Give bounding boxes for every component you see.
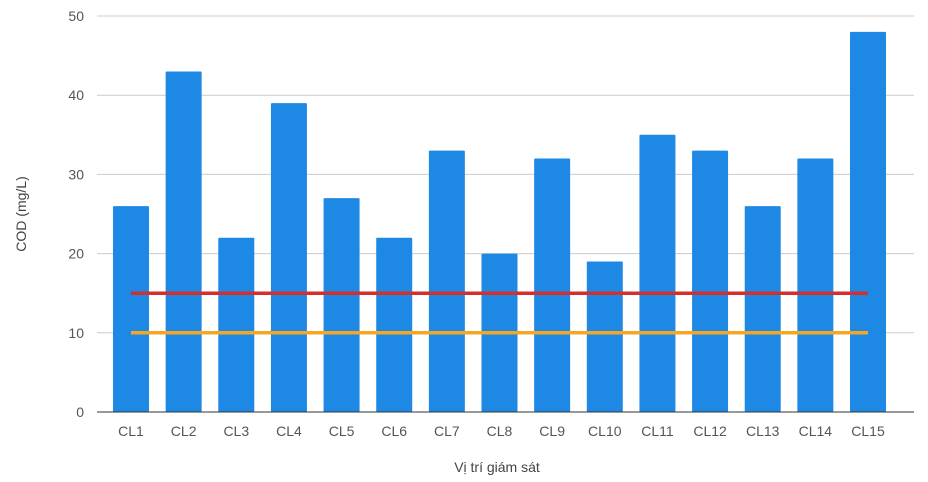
x-tick-label: CL8 [487,423,513,439]
bar-cl4 [270,103,307,413]
bar-cl10 [586,261,623,412]
x-tick-label: CL10 [588,423,622,439]
y-tick-label: 40 [68,87,84,103]
x-tick-label: CL12 [693,423,727,439]
bar-cl1 [113,206,149,412]
bar-cl13 [744,206,781,412]
y-tick-labels: 0 10 20 30 40 50 [68,8,84,420]
y-tick-label: 0 [76,404,84,420]
y-tick-label: 10 [68,325,84,341]
bar-cl9 [534,158,571,412]
x-tick-label: CL5 [329,423,355,439]
x-tick-label: CL3 [223,423,249,439]
x-tick-label: CL1 [118,423,144,439]
x-tick-label: CL2 [171,423,197,439]
y-axis-title: COD (mg/L) [13,176,29,251]
bar-cl14 [797,158,834,412]
y-tick-label: 50 [68,8,84,24]
bar-cl2 [165,71,202,412]
x-tick-label: CL9 [539,423,565,439]
bar-cl7 [428,150,465,412]
x-tick-label: CL6 [381,423,407,439]
x-tick-label: CL7 [434,423,460,439]
x-tick-labels: CL1 CL2 CL3 CL4 CL5 CL6 CL7 CL8 CL9 CL10 CL11 CL12 C… [118,423,885,439]
bar-cl3 [218,237,255,412]
bar-cl15 [850,31,886,413]
x-tick-label: CL15 [851,423,885,439]
bar-cl11 [639,134,676,413]
x-tick-label: CL4 [276,423,302,439]
x-tick-label: CL14 [799,423,833,439]
x-tick-label: CL11 [641,423,674,439]
bar-cl12 [692,150,729,412]
y-tick-label: 20 [68,246,84,262]
x-tick-label: CL13 [746,423,780,439]
x-axis-title: Vị trí giám sát [454,459,540,475]
bars [113,31,886,413]
y-tick-label: 30 [68,166,84,182]
bar-cl5 [323,198,360,412]
bar-cl6 [376,237,413,412]
threshold-lines [131,291,868,335]
